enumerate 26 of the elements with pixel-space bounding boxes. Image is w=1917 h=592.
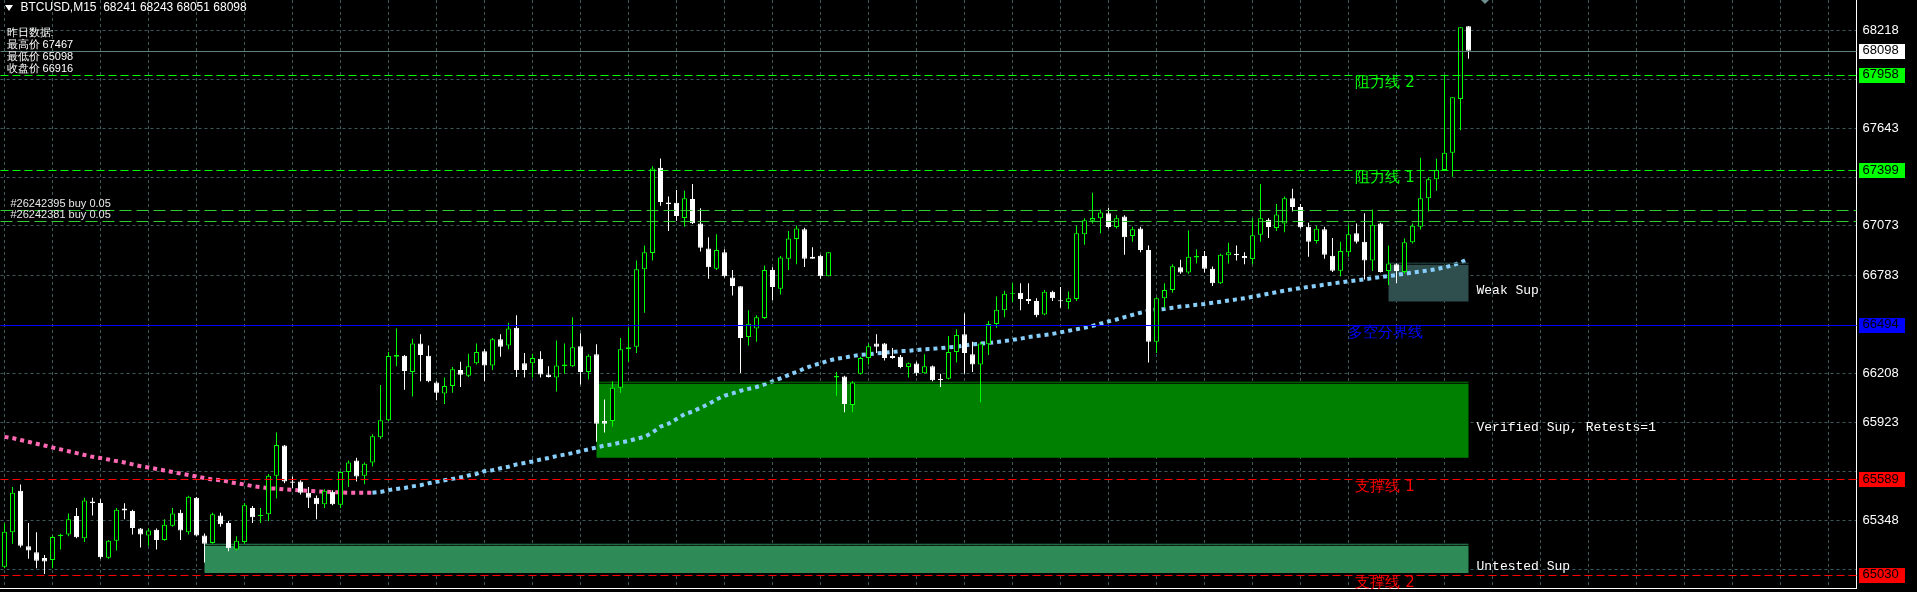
y-tick-label: 67399 bbox=[1862, 161, 1899, 177]
ref-line-label: #26242381 buy 0.05 bbox=[10, 208, 111, 221]
y-tick-label: 66783 bbox=[1862, 266, 1899, 282]
candlestick bbox=[1026, 283, 1031, 304]
y-tick-label: 66494 bbox=[1862, 316, 1899, 332]
y-tick-label: 68218 bbox=[1862, 21, 1899, 37]
y-tick-label: 67643 bbox=[1862, 120, 1899, 136]
annotation: 收盘价 66916 bbox=[6, 62, 74, 75]
y-tick-label: 66208 bbox=[1862, 365, 1899, 381]
ref-line-label: #26242395 buy 0.05 bbox=[10, 197, 111, 210]
y-tick-label: 65348 bbox=[1862, 511, 1899, 527]
y-tick-label: 65923 bbox=[1862, 413, 1899, 429]
chart-title: BTCUSD,M15 68241 68243 68051 68098 bbox=[20, 0, 247, 15]
series-label: Untested Sup bbox=[1476, 559, 1571, 575]
annotation: 最低价 65098 bbox=[6, 50, 74, 63]
y-tick-label: 67073 bbox=[1862, 217, 1899, 233]
y-tick-label: 68098 bbox=[1862, 42, 1899, 58]
annotation: 最高价 67467 bbox=[6, 38, 74, 51]
series-label: Weak Sup bbox=[1476, 282, 1539, 298]
candlestick bbox=[258, 507, 263, 523]
y-tick-label: 65589 bbox=[1862, 470, 1899, 486]
text: Verified Sup, Retests=1 bbox=[1476, 420, 1657, 436]
annotation: 昨日数据: bbox=[6, 26, 54, 39]
y-tick-label: 65030 bbox=[1862, 566, 1899, 582]
y-tick-label: 67958 bbox=[1862, 66, 1899, 82]
candlestick bbox=[602, 399, 607, 433]
